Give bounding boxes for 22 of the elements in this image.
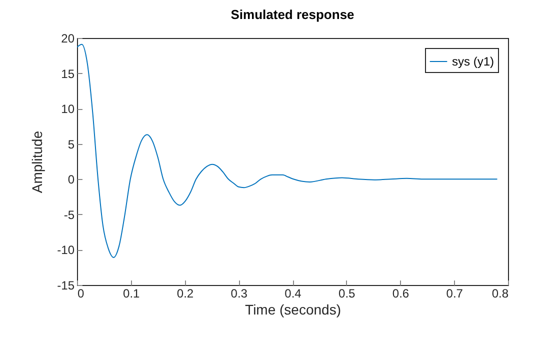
y-tick-label: 15 xyxy=(61,66,75,81)
chart-title: Simulated response xyxy=(230,7,354,22)
x-tick-label: 0.1 xyxy=(123,286,140,300)
x-tick-label: 0.8 xyxy=(492,286,509,300)
x-tick-label: 0.4 xyxy=(284,286,302,300)
y-tick-label: -10 xyxy=(57,243,75,258)
y-tick-label: -15 xyxy=(57,278,75,292)
y-tick-label: 5 xyxy=(68,137,75,152)
x-axis-title: Time (seconds) xyxy=(245,302,341,318)
x-tick-label: 0.5 xyxy=(338,286,356,300)
y-tick-label: -5 xyxy=(64,208,75,222)
y-axis-title: Amplitude xyxy=(29,130,46,194)
x-tick-label: 0.2 xyxy=(176,286,194,300)
x-tick-label: 0.7 xyxy=(446,286,464,300)
y-tick-label: 20 xyxy=(61,32,75,46)
x-tick-label: 0.6 xyxy=(392,286,410,300)
line-series xyxy=(77,44,498,258)
legend-label: sys (y1) xyxy=(452,54,494,68)
y-tick-label: 0 xyxy=(68,172,75,187)
y-tick-label: 10 xyxy=(61,102,75,116)
x-tick-label: 0 xyxy=(78,286,84,300)
x-tick-label: 0.3 xyxy=(230,286,248,300)
